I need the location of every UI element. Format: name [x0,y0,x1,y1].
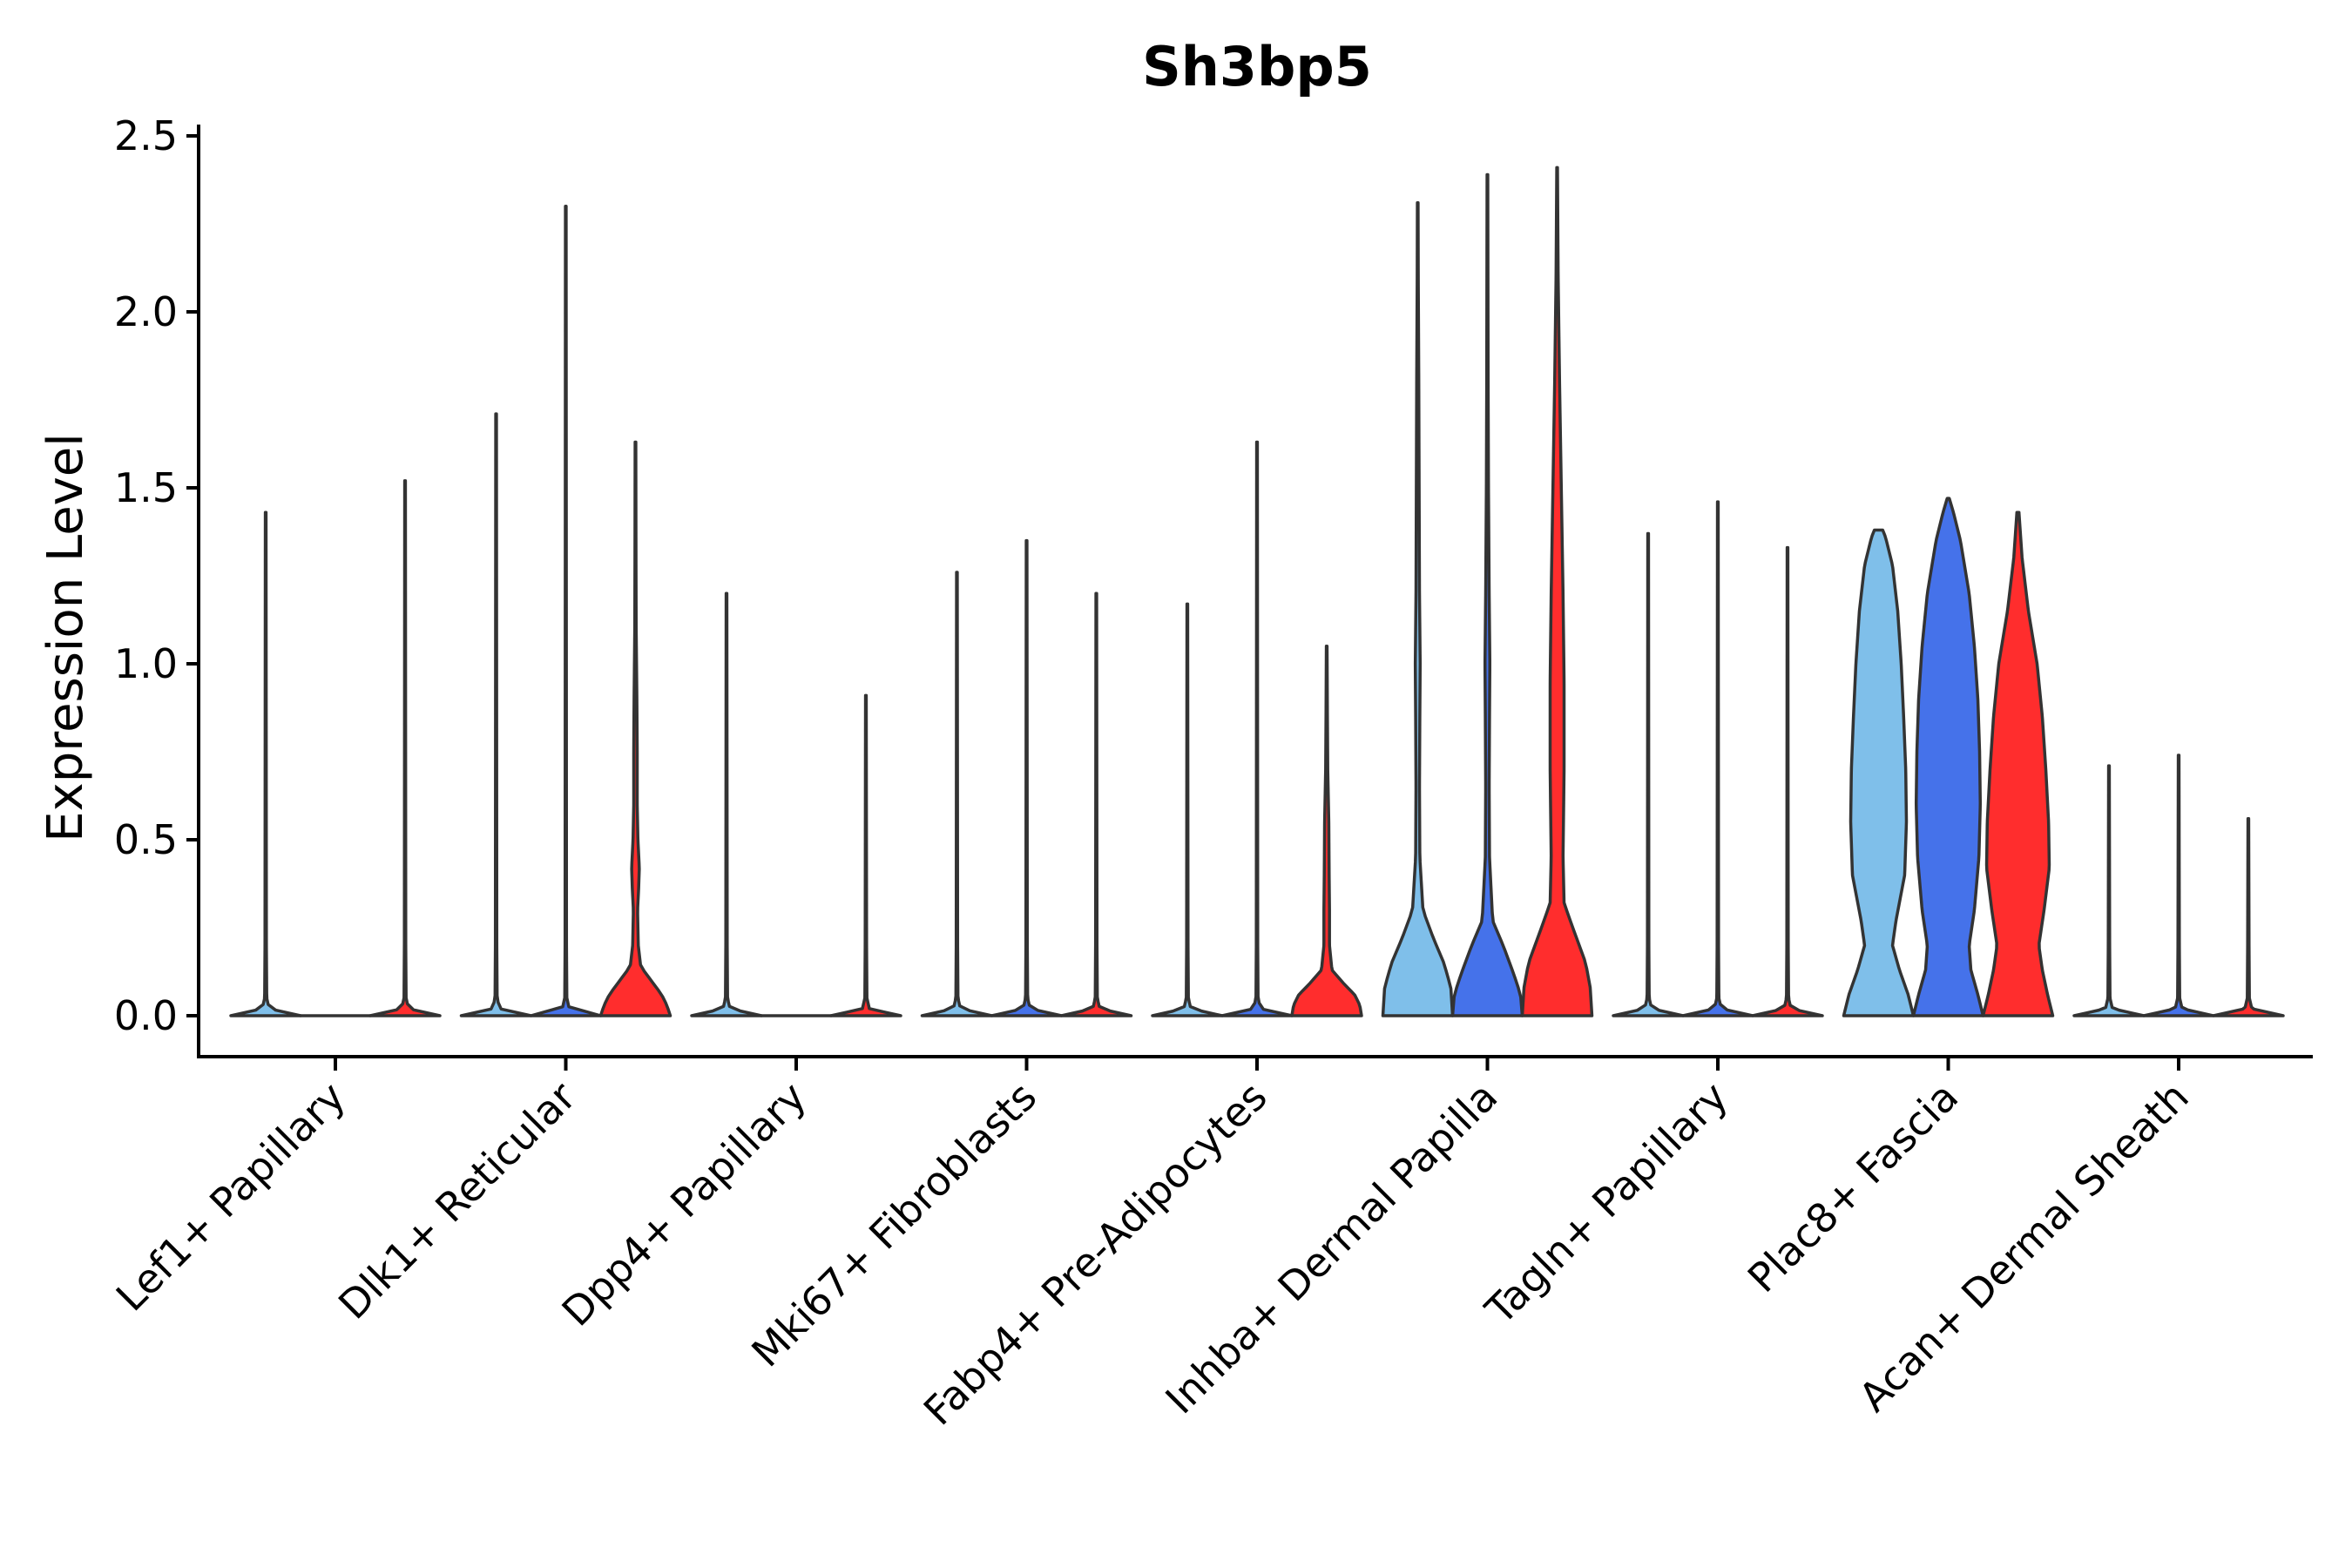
y-tick-label: 2.5 [114,112,178,159]
y-tick-label: 0.0 [114,992,178,1039]
ticks-layer: 0.0 0.5 1.0 1.5 2.0 2.5 [114,112,199,1039]
violin-1 [1381,201,1455,1017]
violin-2 [1450,172,1524,1017]
violin-2 [529,205,603,1017]
violin-3 [1059,591,1133,1017]
x-tick-label: Dpp4+ Papillary [553,1073,815,1335]
violin-group [920,538,1133,1071]
x-tick-label: Dlk1+ Reticular [329,1073,585,1328]
violin-3 [1290,645,1363,1017]
violin-3 [598,440,672,1017]
y-axis-title: Expression Level [37,433,94,842]
violin-group [229,479,442,1071]
violin-1 [1151,602,1224,1017]
violin-3 [1520,166,1594,1017]
violin-group [1151,440,1363,1071]
x-tick-label: Lef1+ Papillary [107,1073,355,1321]
x-tick-label: Tagln+ Papillary [1476,1073,1737,1335]
axes-layer [197,125,2313,1058]
violin-3 [1981,510,2055,1017]
violin-group [1381,166,1594,1071]
violin-group [690,591,902,1071]
violin-2 [1681,500,1754,1017]
violin-1 [229,510,302,1017]
violin-2 [1911,497,1985,1017]
violin-group [2072,754,2285,1071]
y-tick-label: 0.5 [114,816,178,863]
violins-layer [229,166,2285,1071]
violin-1 [1612,531,1685,1017]
chart-title: Sh3bp5 [1142,35,1372,98]
violin-2 [2142,754,2215,1017]
violin-group [1842,497,2055,1071]
y-tick-label: 2.0 [114,288,178,335]
violin-1 [459,412,533,1017]
violin-3 [368,479,442,1017]
violin-group [459,205,672,1071]
violin-1 [690,591,763,1017]
violin-3 [1751,545,1824,1017]
x-tick-label: Plac8+ Fascia [1739,1073,1967,1301]
violin-2 [1220,440,1294,1017]
y-tick-label: 1.5 [114,464,178,511]
violin-3 [829,693,902,1017]
y-tick-label: 1.0 [114,640,178,687]
violin-1 [1842,528,1916,1017]
violin-group [1612,500,1824,1071]
violin-1 [920,571,994,1017]
violin-1 [2072,764,2146,1017]
violin-3 [2212,817,2285,1017]
violin-2 [990,538,1064,1017]
